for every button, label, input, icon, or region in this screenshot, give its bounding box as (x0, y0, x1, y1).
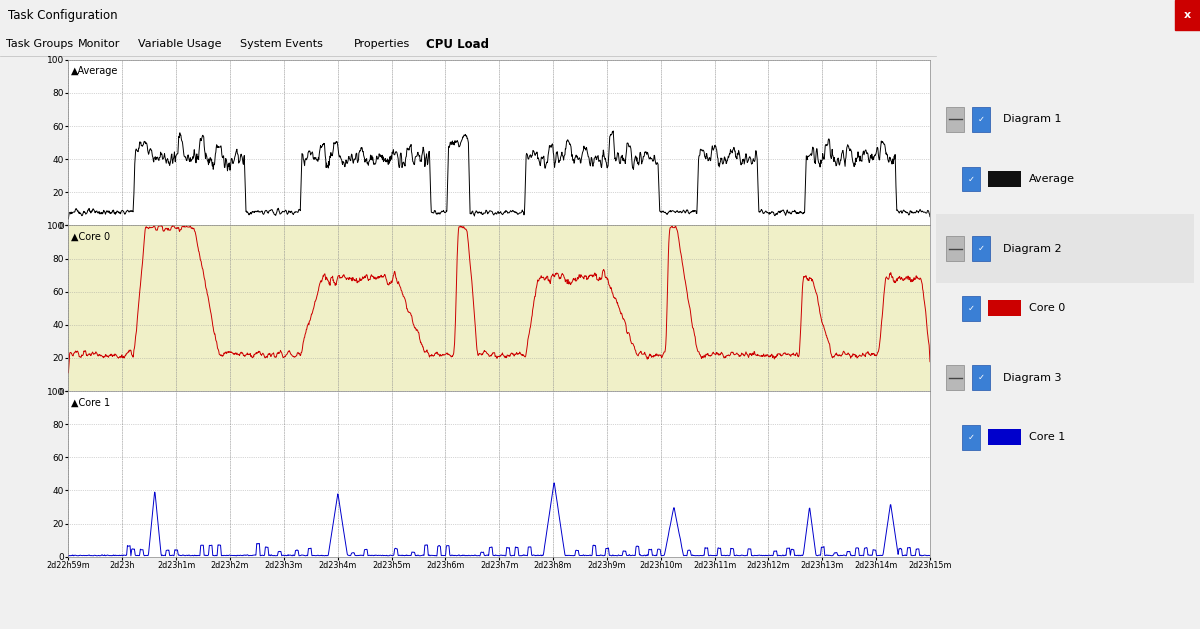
Bar (1175, 0, 1200, 30)
Bar (962, 296, 980, 321)
Text: Task Configuration: Task Configuration (8, 9, 118, 21)
Bar (936, 214, 1194, 283)
Bar (962, 167, 980, 191)
Text: CPU Load: CPU Load (426, 38, 490, 50)
Bar (988, 430, 1021, 445)
Bar (972, 107, 990, 132)
Text: ✓: ✓ (978, 115, 985, 124)
Text: Average: Average (1028, 174, 1075, 184)
Text: ▲Core 1: ▲Core 1 (71, 398, 110, 408)
Bar (962, 425, 980, 450)
Text: ✓: ✓ (967, 174, 974, 184)
Bar (947, 236, 965, 261)
Text: ▲Core 0: ▲Core 0 (71, 232, 110, 242)
Bar (972, 365, 990, 390)
Bar (988, 171, 1021, 187)
Text: ✓: ✓ (978, 373, 985, 382)
Text: Diagram 1: Diagram 1 (1003, 114, 1062, 125)
Text: Monitor: Monitor (78, 39, 120, 49)
Text: ✓: ✓ (967, 304, 974, 313)
Text: ✓: ✓ (978, 244, 985, 253)
Text: System Events: System Events (240, 39, 323, 49)
Text: Diagram 2: Diagram 2 (1003, 243, 1062, 253)
Text: ✓: ✓ (967, 433, 974, 442)
Bar (988, 300, 1021, 316)
Text: Core 0: Core 0 (1028, 303, 1066, 313)
Text: Core 1: Core 1 (1028, 432, 1066, 442)
Text: Task Groups: Task Groups (6, 39, 73, 49)
Text: Variable Usage: Variable Usage (138, 39, 222, 49)
Bar (972, 236, 990, 261)
Text: Properties: Properties (354, 39, 410, 49)
Bar (947, 107, 965, 132)
Text: Diagram 3: Diagram 3 (1003, 373, 1062, 383)
Bar (947, 365, 965, 390)
Text: ▲Average: ▲Average (71, 67, 119, 76)
Text: x: x (1184, 10, 1190, 20)
